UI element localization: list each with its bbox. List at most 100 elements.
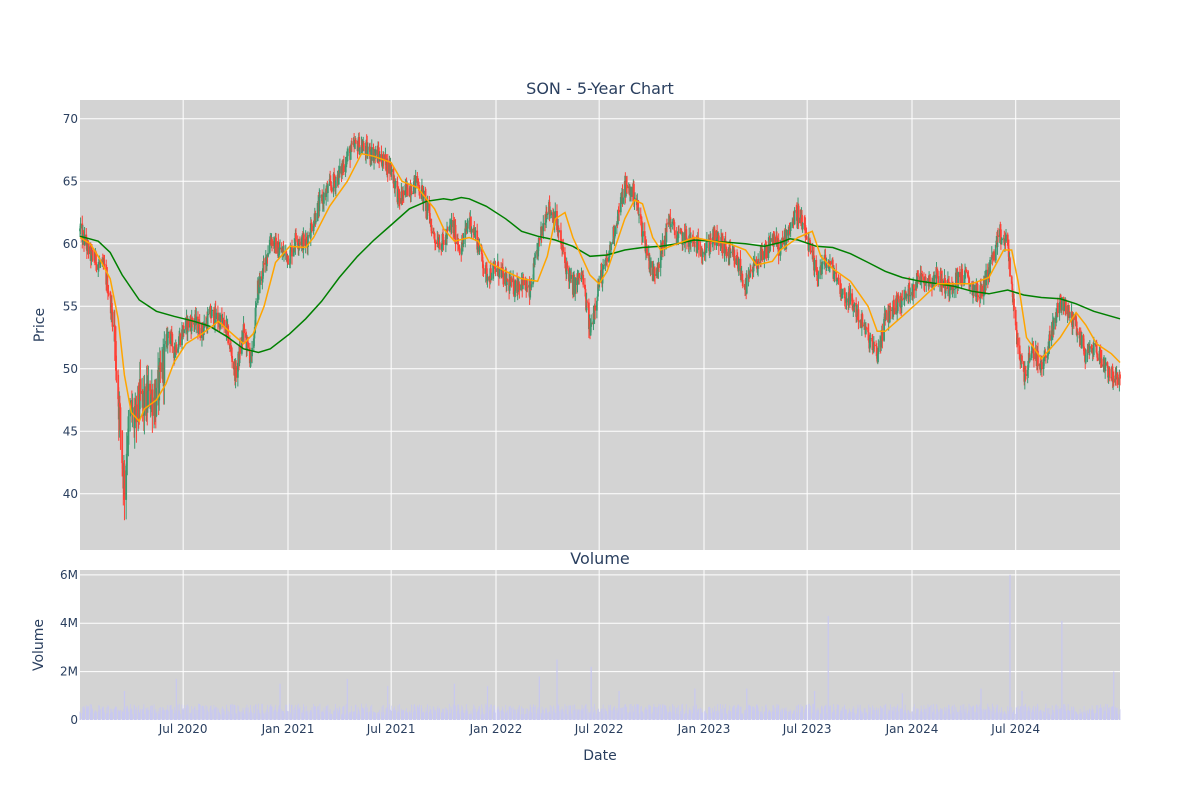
volume-bar: [981, 710, 983, 720]
volume-bar: [418, 710, 420, 720]
volume-bar: [253, 705, 255, 720]
volume-bar: [526, 713, 528, 720]
volume-bar: [170, 704, 172, 720]
volume-bar: [1068, 710, 1070, 720]
volume-bar: [434, 712, 435, 720]
candle-body: [171, 333, 174, 347]
volume-bar: [961, 704, 963, 720]
candle-body: [896, 294, 899, 312]
volume-bar: [676, 708, 678, 720]
volume-bar: [325, 705, 327, 720]
volume-bar: [397, 712, 398, 720]
candle-body: [693, 241, 696, 243]
candle-body: [883, 318, 885, 341]
candle-body: [170, 332, 173, 334]
candle-body: [178, 339, 181, 344]
candle-body: [741, 273, 744, 280]
volume-bar: [1055, 704, 1057, 720]
volume-bar: [446, 711, 448, 720]
volume-panel: Jul 2020 Jan 2021 Jul 2021 Jan 2022 Jul 2022…: [60, 568, 1121, 736]
candle-body: [973, 285, 976, 293]
volume-bar: [122, 712, 124, 720]
candle-body: [779, 247, 782, 256]
volume-bar: [864, 709, 866, 720]
volume-bar: [353, 711, 354, 720]
volume-bar: [377, 712, 378, 720]
volume-bar: [912, 711, 913, 720]
volume-bar: [271, 706, 273, 720]
volume-bar: [709, 706, 711, 720]
candle-body: [557, 227, 560, 232]
candle-body: [504, 273, 507, 285]
candle-body: [817, 274, 820, 279]
volume-bar: [624, 704, 626, 720]
candle-body: [481, 254, 484, 261]
volume-bar: [880, 707, 882, 720]
volume-bar: [350, 712, 352, 720]
candle-body: [788, 226, 790, 236]
volume-bar: [868, 712, 870, 720]
volume-bar: [606, 710, 607, 720]
volume-spike-bar: [453, 683, 455, 720]
volume-bar: [413, 705, 415, 720]
volume-bar: [534, 705, 536, 720]
volume-bar: [646, 709, 648, 720]
volume-bar: [1025, 703, 1026, 720]
volume-bar: [657, 707, 659, 720]
candle-body: [462, 238, 465, 245]
candle-body: [490, 278, 493, 280]
candle-body: [1000, 239, 1003, 245]
volume-bar: [431, 713, 433, 720]
volume-bar: [561, 712, 562, 720]
volume-bar: [856, 708, 858, 720]
candle-body: [460, 242, 463, 255]
candle-body: [852, 305, 855, 307]
price-y-tick-label: 70: [63, 112, 78, 126]
volume-bar: [1105, 703, 1107, 720]
volume-bar: [126, 705, 128, 720]
volume-y-tick-label: 6M: [60, 568, 78, 582]
volume-bar: [1001, 711, 1003, 720]
candle-body: [1055, 315, 1058, 323]
candle-body: [111, 311, 114, 327]
volume-bar: [281, 711, 283, 720]
volume-bar: [848, 712, 850, 720]
volume-bar: [326, 711, 328, 720]
volume-bar: [509, 706, 511, 720]
candle-body: [246, 337, 248, 349]
volume-bar: [186, 705, 187, 720]
volume-bar: [770, 711, 772, 720]
volume-bar: [286, 704, 288, 720]
volume-bar: [573, 710, 575, 720]
volume-bar: [953, 711, 954, 720]
candle-body: [761, 249, 764, 251]
volume-bar: [574, 704, 576, 720]
volume-bar: [1077, 714, 1079, 720]
volume-bar: [1069, 710, 1071, 720]
volume-bar: [908, 710, 909, 720]
volume-bar: [772, 705, 774, 720]
volume-bar: [143, 713, 145, 720]
volume-bar: [790, 710, 792, 720]
volume-bar: [785, 709, 786, 720]
volume-bar: [1116, 714, 1118, 720]
candle-body: [149, 404, 152, 407]
volume-bar: [1047, 707, 1049, 720]
volume-bar: [1056, 710, 1058, 720]
candle-body: [450, 219, 453, 228]
volume-bar: [235, 713, 237, 720]
volume-bar: [597, 713, 599, 720]
volume-bar: [1103, 714, 1104, 720]
candle-body: [150, 394, 153, 405]
volume-bar: [917, 708, 919, 720]
candle-body: [253, 330, 256, 339]
candle-body: [791, 221, 794, 227]
volume-bar: [517, 711, 519, 720]
volume-bar: [84, 708, 85, 720]
candle-body: [296, 239, 299, 245]
volume-bar: [239, 711, 241, 720]
volume-bar: [831, 712, 833, 720]
volume-bar: [131, 708, 133, 720]
volume-bar: [903, 712, 905, 720]
volume-bar: [648, 704, 650, 720]
